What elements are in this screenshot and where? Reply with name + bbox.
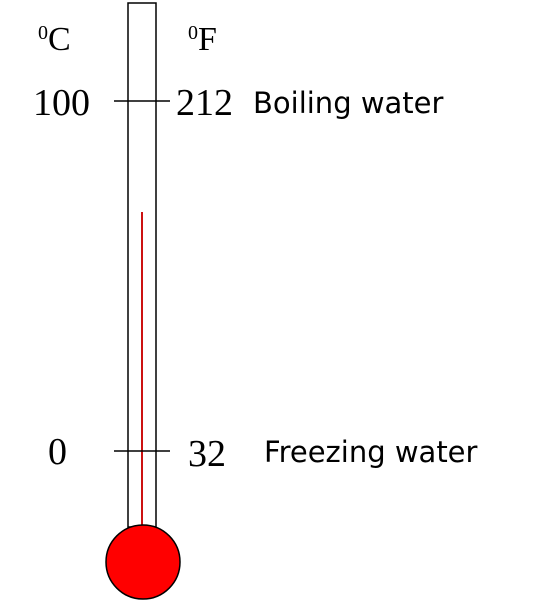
thermometer-bulb <box>105 524 181 600</box>
boiling-celsius-value: 100 <box>33 82 90 124</box>
boiling-fahrenheit-value: 212 <box>176 82 233 124</box>
celsius-letter: C <box>48 21 71 58</box>
freezing-water-label: Freezing water <box>264 435 478 469</box>
freezing-celsius-value: 0 <box>48 431 67 473</box>
fahrenheit-unit-label: 0F <box>188 21 217 58</box>
boiling-water-label: Boiling water <box>253 86 444 120</box>
celsius-degree-prefix: 0 <box>38 22 48 44</box>
fahrenheit-letter: F <box>198 21 217 58</box>
celsius-unit-label: 0C <box>38 21 71 58</box>
fahrenheit-degree-prefix: 0 <box>188 22 198 44</box>
freezing-fahrenheit-value: 32 <box>188 433 226 475</box>
